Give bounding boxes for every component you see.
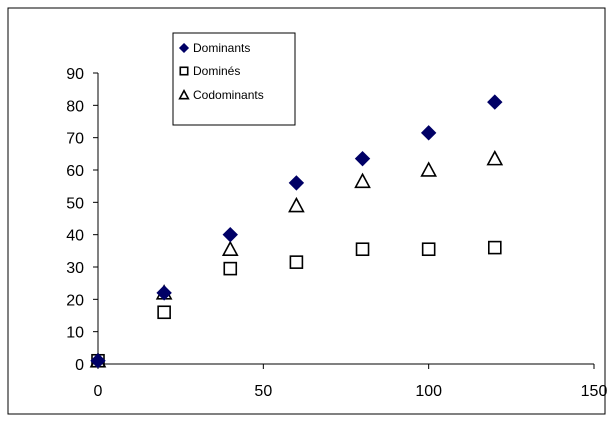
square-point — [487, 240, 502, 255]
square-point — [289, 255, 304, 269]
legend-diamond-icon — [178, 42, 190, 54]
y-tick-label: 60 — [66, 163, 84, 180]
y-tick-label: 40 — [66, 228, 84, 245]
square-point — [223, 261, 238, 276]
legend-label: Dominants — [193, 41, 250, 55]
y-tick-label: 10 — [66, 325, 84, 342]
diamond-point — [288, 175, 305, 191]
diamond-point — [90, 353, 106, 369]
x-tick-label: 150 — [581, 383, 608, 400]
legend-item-square: Dominés — [179, 64, 240, 78]
data-marks — [89, 94, 504, 369]
triangle-point — [221, 240, 239, 256]
legend-triangle-icon — [178, 88, 190, 100]
x-tick-label: 100 — [415, 383, 442, 400]
legend-box — [172, 32, 296, 126]
square-point — [355, 242, 370, 257]
y-tick-label: 0 — [75, 357, 84, 374]
legend-label: Dominés — [193, 64, 240, 78]
triangle-point — [420, 161, 438, 177]
y-tick-label: 90 — [66, 66, 84, 83]
diamond-point — [354, 150, 371, 167]
diamond-point — [487, 94, 503, 110]
legend-square-icon — [179, 66, 189, 76]
diamond-point — [420, 125, 437, 141]
triangle-point — [354, 172, 371, 189]
y-tick-label: 70 — [66, 131, 84, 148]
legend: Dominants Dominés Codominants — [172, 32, 296, 126]
triangle-point — [288, 196, 305, 213]
axes — [93, 72, 595, 369]
y-tick-label: 30 — [66, 260, 84, 277]
tick-labels: 0 10 20 30 40 50 60 70 80 90 0 50 100 150 — [66, 66, 607, 400]
triangle-point — [486, 150, 504, 166]
diamond-point — [222, 226, 238, 243]
legend-item-triangle: Codominants — [178, 88, 264, 102]
y-tick-label: 50 — [66, 195, 84, 212]
chart-area-border — [7, 7, 606, 415]
series-diamond — [90, 94, 503, 369]
square-point — [421, 242, 436, 257]
x-tick-label: 0 — [94, 383, 103, 400]
x-tick-label: 50 — [254, 383, 272, 400]
legend-label: Codominants — [193, 88, 264, 102]
legend-item-diamond: Dominants — [178, 41, 250, 55]
y-tick-label: 80 — [66, 98, 84, 115]
square-point — [157, 305, 171, 320]
y-tick-label: 20 — [66, 292, 84, 309]
diamond-point — [156, 285, 172, 301]
